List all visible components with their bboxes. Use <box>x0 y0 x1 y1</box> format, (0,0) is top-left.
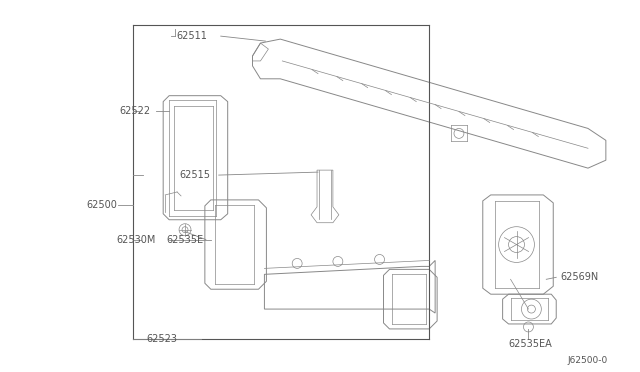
Text: 62522: 62522 <box>120 106 150 116</box>
Text: 62523: 62523 <box>147 334 177 344</box>
Text: 62500: 62500 <box>87 200 118 210</box>
Text: 62535E: 62535E <box>166 235 204 245</box>
Text: 62515: 62515 <box>179 170 210 180</box>
Text: J62500-0: J62500-0 <box>568 356 608 365</box>
Text: 62511: 62511 <box>176 31 207 41</box>
Text: 62535EA: 62535EA <box>509 339 552 349</box>
Text: 62569N: 62569N <box>560 272 598 282</box>
Text: 62530M: 62530M <box>116 235 156 245</box>
